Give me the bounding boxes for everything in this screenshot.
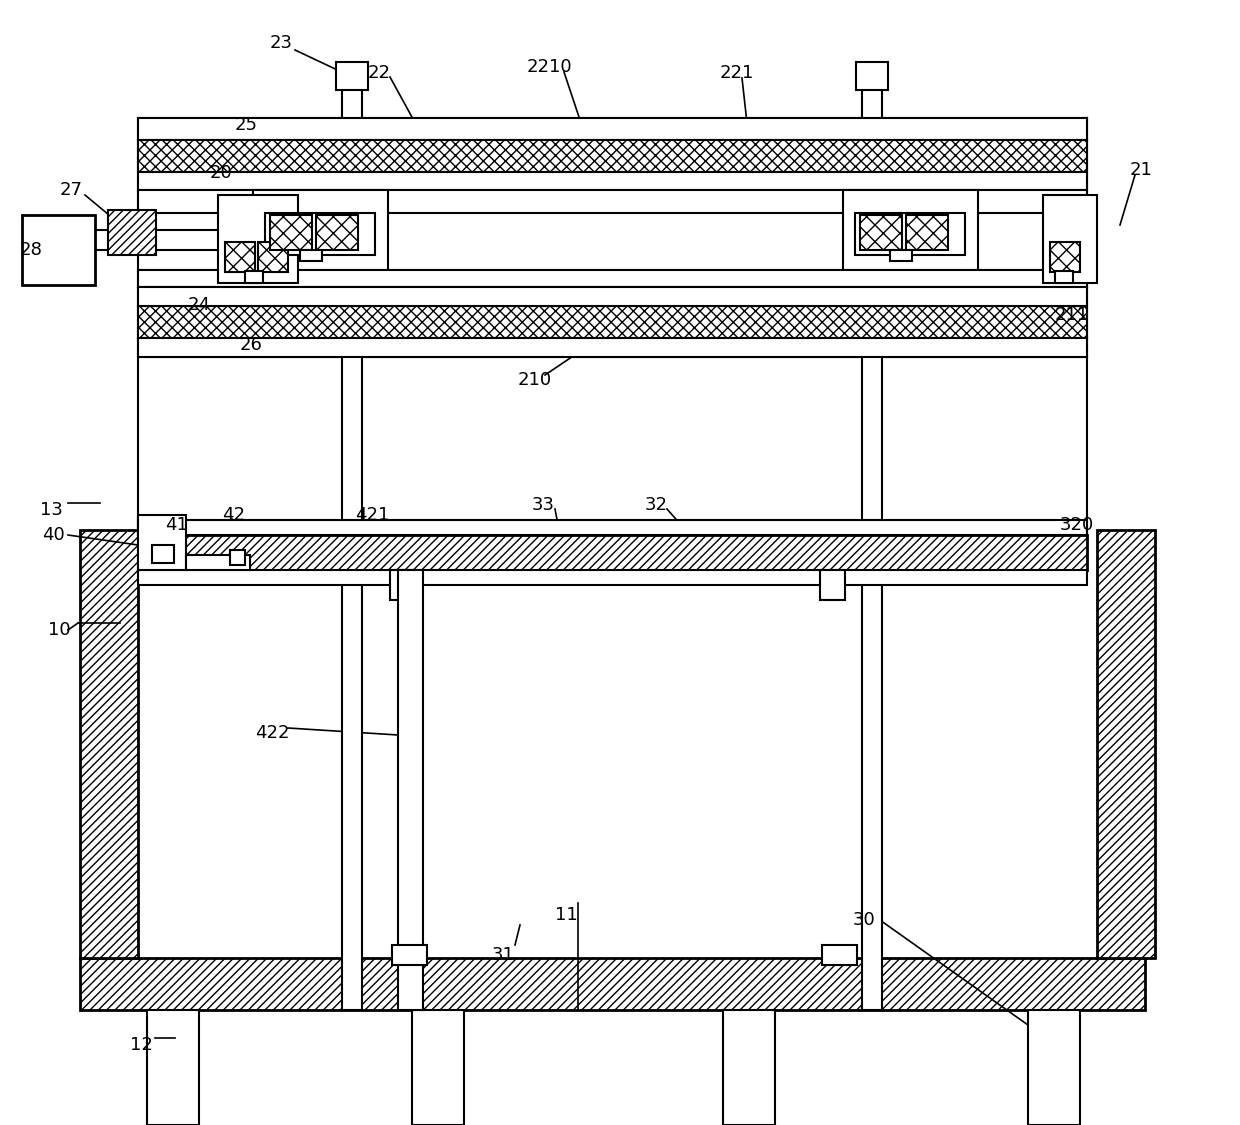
Bar [153,544,174,562]
Bar [1043,195,1097,284]
Bar [246,271,263,284]
Bar [138,570,1087,585]
Text: 28: 28 [20,241,43,259]
Bar [391,570,415,600]
Bar [862,65,882,1010]
Text: 24: 24 [188,296,211,314]
Bar [392,945,427,965]
Text: 31: 31 [492,946,515,964]
Bar [1055,271,1073,284]
Bar [1028,1010,1080,1125]
Bar [138,140,1087,172]
Bar [138,172,1087,190]
Bar [258,242,288,272]
Bar [138,515,186,570]
Text: 33: 33 [532,496,556,514]
Text: 13: 13 [40,501,63,519]
Text: 32: 32 [645,496,668,514]
Bar [316,215,358,250]
Bar [138,190,1087,213]
Text: 40: 40 [42,526,64,544]
Bar [300,250,322,261]
Text: 10: 10 [48,621,71,639]
Bar [820,570,844,600]
Bar [822,945,857,965]
Bar [890,250,911,261]
Bar [138,270,1087,287]
Text: 2210: 2210 [527,58,573,76]
Text: 41: 41 [165,516,188,534]
Bar [81,958,1145,1010]
Text: 12: 12 [130,1036,153,1054]
Bar [861,215,901,250]
Bar [108,210,156,255]
Bar [253,190,388,270]
Text: 421: 421 [355,506,389,524]
Text: 25: 25 [236,116,258,134]
Bar [229,550,246,565]
Bar [843,190,978,270]
Bar [148,1010,198,1125]
Bar [138,338,1087,357]
Text: 26: 26 [241,336,263,354]
Bar [22,215,95,285]
Bar [336,62,368,90]
Bar [723,1010,775,1125]
Text: 211: 211 [1055,306,1089,324]
Bar [81,530,138,958]
Bar [224,242,255,272]
Bar [138,287,1087,306]
Text: 20: 20 [210,164,233,182]
Text: 422: 422 [255,724,289,742]
Bar [265,213,374,255]
Text: 210: 210 [518,371,552,389]
Bar [1050,242,1080,272]
Text: 320: 320 [1060,516,1094,534]
Text: 21: 21 [1130,161,1153,179]
Bar [856,213,965,255]
Bar [856,62,888,90]
Bar [270,215,312,250]
Text: 23: 23 [270,34,293,52]
Bar [138,520,1087,536]
Bar [138,536,1087,570]
Text: 42: 42 [222,506,246,524]
Bar [138,306,1087,337]
Text: 11: 11 [556,906,578,924]
Bar [138,118,1087,140]
Text: 22: 22 [368,64,391,82]
Text: 221: 221 [720,64,754,82]
Bar [906,215,949,250]
Polygon shape [186,555,250,570]
Bar [218,195,298,284]
Bar [398,570,423,1010]
Bar [342,65,362,1010]
Bar [412,1010,464,1125]
Bar [1097,530,1154,958]
Text: 30: 30 [853,911,875,929]
Text: 27: 27 [60,181,83,199]
